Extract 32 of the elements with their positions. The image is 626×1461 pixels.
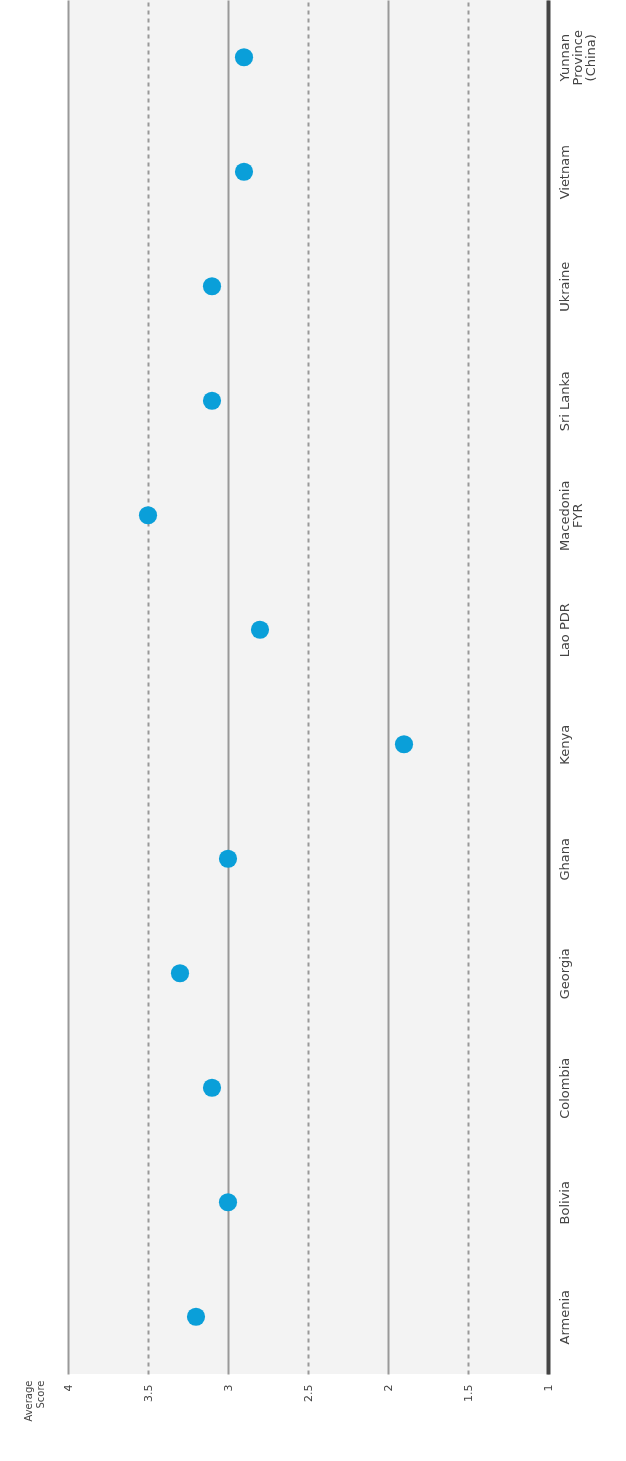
point bbox=[202, 391, 222, 410]
point bbox=[218, 849, 238, 868]
x-tick-label: 1 bbox=[541, 1384, 555, 1392]
x-tick-label: 2 bbox=[381, 1384, 395, 1392]
x-tick-label: 4 bbox=[61, 1384, 75, 1392]
y-tick-label: Vietnam bbox=[556, 145, 572, 200]
y-tick-label: Lao PDR bbox=[556, 603, 572, 658]
y-tick-label: Colombia bbox=[556, 1057, 572, 1119]
x-tick-label: 1.5 bbox=[461, 1384, 475, 1402]
point bbox=[218, 1193, 238, 1212]
y-tick-label: Macedonia FYR bbox=[556, 480, 585, 551]
point bbox=[170, 964, 190, 983]
point bbox=[202, 277, 222, 296]
y-tick-label: Ghana bbox=[556, 838, 572, 881]
x-tick-label: 2.5 bbox=[301, 1384, 315, 1402]
y-tick-label: Bolivia bbox=[556, 1181, 572, 1225]
point bbox=[234, 162, 254, 181]
point bbox=[250, 620, 270, 639]
y-tick-label: Georgia bbox=[556, 948, 572, 1000]
y-tick-label: Yunnan Province (China) bbox=[556, 30, 598, 86]
y-tick-label: Kenya bbox=[556, 724, 572, 765]
x-tick-label: 3 bbox=[221, 1384, 235, 1392]
y-tick-label: Armenia bbox=[556, 1290, 572, 1345]
x-tick-label: 3.5 bbox=[141, 1384, 155, 1402]
point bbox=[186, 1307, 206, 1326]
y-tick-label: Sri Lanka bbox=[556, 371, 572, 432]
point bbox=[234, 48, 254, 67]
point bbox=[202, 1078, 222, 1097]
point bbox=[394, 735, 414, 754]
y-tick-label: Ukraine bbox=[556, 261, 572, 312]
y-axis-title: Average Score bbox=[22, 1380, 46, 1422]
point bbox=[138, 506, 158, 525]
